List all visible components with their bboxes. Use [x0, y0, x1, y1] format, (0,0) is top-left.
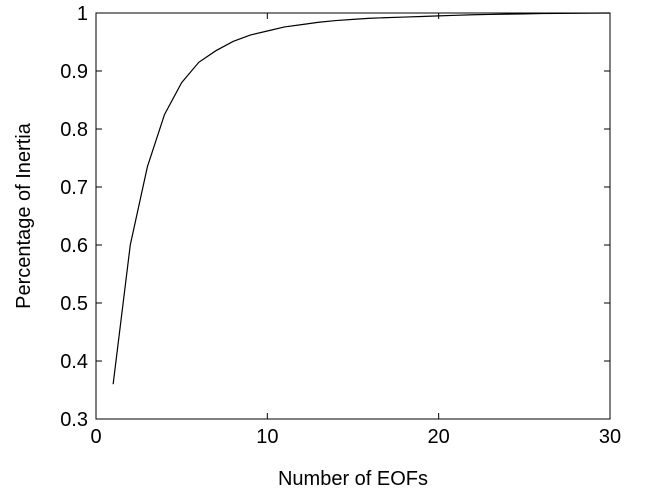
y-tick-label: 0.3 [60, 409, 88, 431]
y-tick-label: 0.7 [60, 177, 88, 199]
y-tick-label: 0.4 [60, 351, 88, 373]
y-tick-label: 0.9 [60, 61, 88, 83]
axis-ticks [95, 12, 611, 420]
x-axis-label: Number of EOFs [278, 468, 428, 490]
x-tick-label: 10 [256, 426, 278, 448]
y-axis-label: Percentage of Inertia [13, 122, 35, 309]
y-tick-label: 0.5 [60, 293, 88, 315]
plot-frame [95, 12, 611, 420]
x-tick-label: 20 [428, 426, 450, 448]
x-tick-label: 0 [90, 426, 101, 448]
series-line [112, 12, 611, 385]
tick-labels: 0 10 20 30 0.3 0.4 0.5 0.6 0.7 0.8 0.9 1 [60, 3, 621, 448]
y-tick-label: 0.8 [60, 119, 88, 141]
x-tick-label: 30 [599, 426, 621, 448]
y-tick-label: 1 [77, 3, 88, 25]
y-tick-label: 0.6 [60, 235, 88, 257]
